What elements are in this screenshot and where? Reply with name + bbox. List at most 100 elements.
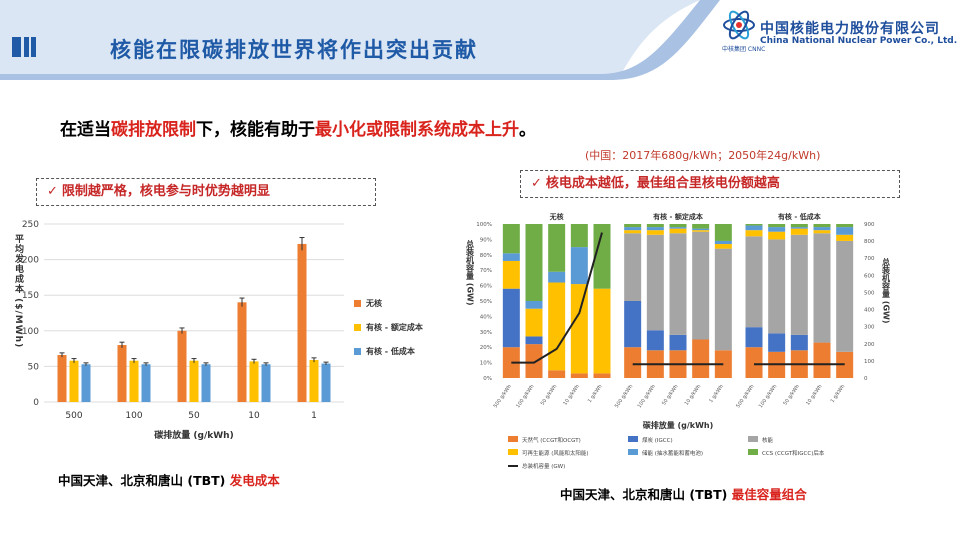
stack-segment <box>692 228 710 231</box>
legend-swatch <box>628 449 638 455</box>
headline: 在适当碳排放限制下，核能有助于最小化或限制系统成本上升。 <box>60 115 536 140</box>
y-tick-label: 0 <box>33 398 39 408</box>
stack-segment <box>502 253 520 261</box>
y-tick-label: 90% <box>480 237 492 243</box>
stack-segment <box>790 234 808 335</box>
stack-segment <box>745 225 763 231</box>
stack-segment <box>745 224 763 226</box>
stack-segment <box>714 224 732 241</box>
y-right-tick-label: 800 <box>864 239 875 245</box>
bar <box>81 364 91 402</box>
x-tick-label: 500 g/kWh <box>614 384 634 410</box>
emission-note: (中国：2017年680g/kWh；2050年24g/kWh) <box>585 149 821 162</box>
stack-segment <box>646 234 664 331</box>
legend-label: 储能 (抽水蓄能和蓄电池) <box>642 449 703 457</box>
x-tick-label: 10 g/kWh <box>805 384 824 407</box>
stack-segment <box>593 373 611 378</box>
y-right-tick-label: 200 <box>864 342 875 348</box>
y-right-tick-label: 300 <box>864 325 875 331</box>
y-axis-label: 平均发电成本 ($/MWh) <box>14 234 25 348</box>
callout-right: ✓ 核电成本越低，最佳组合里核电份额越高 <box>520 170 900 198</box>
capacity-mix-chart: 0% 10% 20% 30% 40% 50% 60% 70% 80% 90% 100% 0 100 200… <box>466 212 891 470</box>
stack-segment <box>836 227 854 235</box>
bar <box>297 243 307 402</box>
y-right-tick-label: 100 <box>864 359 875 365</box>
x-tick-label: 100 g/kWh <box>637 384 657 410</box>
stack-segment <box>570 247 588 285</box>
x-tick-label: 10 g/kWh <box>684 384 703 407</box>
stack-segment <box>624 230 642 234</box>
headline-mid: 下，核能有助于 <box>196 120 315 140</box>
y-right-axis-label: 总装机容量 (GW) <box>882 257 891 323</box>
stack-segment <box>692 230 710 232</box>
stack-segment <box>502 224 520 254</box>
y-tick-label: 100 <box>22 327 39 337</box>
y-tick-label: 50% <box>480 299 492 305</box>
y-tick-label: 10% <box>480 361 492 367</box>
y-right-tick-label: 0 <box>864 376 868 382</box>
x-tick-label: 1 g/kWh <box>830 384 847 404</box>
legend-swatch <box>748 449 758 455</box>
stack-segment <box>669 224 687 228</box>
bar <box>261 364 271 402</box>
x-tick-label: 50 g/kWh <box>782 384 801 407</box>
stack-segment <box>836 234 854 241</box>
caption-left-black: 中国天津、北京和唐山 (TBT) <box>58 473 230 488</box>
bar <box>177 330 187 402</box>
x-tick-label: 500 g/kWh <box>493 384 513 410</box>
panel-title: 有核 - 低成本 <box>778 212 821 221</box>
stack-segment <box>790 228 808 235</box>
cost-bar-chart: 0 50 100 150 200 250 平均发电成本 ($/MWh) 500 100 50 10 1… <box>14 220 423 441</box>
stack-segment <box>669 228 687 234</box>
y-tick-label: 50 <box>28 362 40 372</box>
caption-right: 中国天津、北京和唐山 (TBT) 最佳容量组合 <box>560 484 807 503</box>
caption-left: 中国天津、北京和唐山 (TBT) 发电成本 <box>58 470 280 489</box>
bar <box>237 302 247 402</box>
y-axis-label: 总装机容量 (GW) <box>466 239 475 305</box>
legend-swatch <box>508 449 518 455</box>
stack-segment <box>669 334 687 351</box>
x-tick-label: 10 g/kWh <box>562 384 581 407</box>
y-tick-label: 20% <box>480 345 492 351</box>
x-tick-label: 100 g/kWh <box>758 384 778 410</box>
stack-segment <box>692 339 710 378</box>
stack-segment <box>669 233 687 335</box>
y-tick-label: 80% <box>480 253 492 259</box>
stack-segment <box>646 224 664 228</box>
legend-label: 无核 <box>365 298 382 308</box>
y-tick-label: 200 <box>22 256 39 266</box>
stack-segment <box>669 227 687 229</box>
y-tick-label: 100% <box>476 222 492 228</box>
panel-title: 有核 - 额定成本 <box>653 212 703 221</box>
stack-segment <box>548 271 566 283</box>
stack-segment <box>692 224 710 229</box>
legend-label: 可再生能源 (风能和太阳能) <box>522 449 589 457</box>
stack-segment <box>813 224 831 228</box>
stack-segment <box>646 230 664 235</box>
stack-segment <box>768 227 786 232</box>
company-name-cn: 中国核能电力股份有限公司 <box>760 21 940 37</box>
headline-post: 。 <box>519 120 536 140</box>
y-right-tick-label: 500 <box>864 290 875 296</box>
stack-segment <box>768 231 786 240</box>
stack-segment <box>768 239 786 334</box>
x-tick-label: 1 g/kWh <box>587 384 604 404</box>
stack-segment <box>624 227 642 231</box>
bar <box>249 361 259 402</box>
stack-segment <box>525 336 543 345</box>
stack-segment <box>624 224 642 228</box>
legend-swatch <box>354 348 361 355</box>
caption-left-red: 发电成本 <box>229 473 280 488</box>
logo-subtext: 中核集团 CNNC <box>722 46 766 53</box>
legend-swatch <box>354 324 361 331</box>
bar <box>69 360 79 402</box>
x-tick-label: 1 g/kWh <box>708 384 725 404</box>
callout-right-text: 核电成本越低，最佳组合里核电份额越高 <box>545 176 780 191</box>
header-band <box>0 0 960 80</box>
stack-segment <box>813 233 831 343</box>
stack-segment <box>548 282 566 371</box>
bar <box>141 364 151 402</box>
page-title: 核能在限碳排放世界将作出突出贡献 <box>110 38 478 62</box>
legend-label: 有核 - 额定成本 <box>366 322 423 332</box>
y-right-tick-label: 900 <box>864 222 875 228</box>
